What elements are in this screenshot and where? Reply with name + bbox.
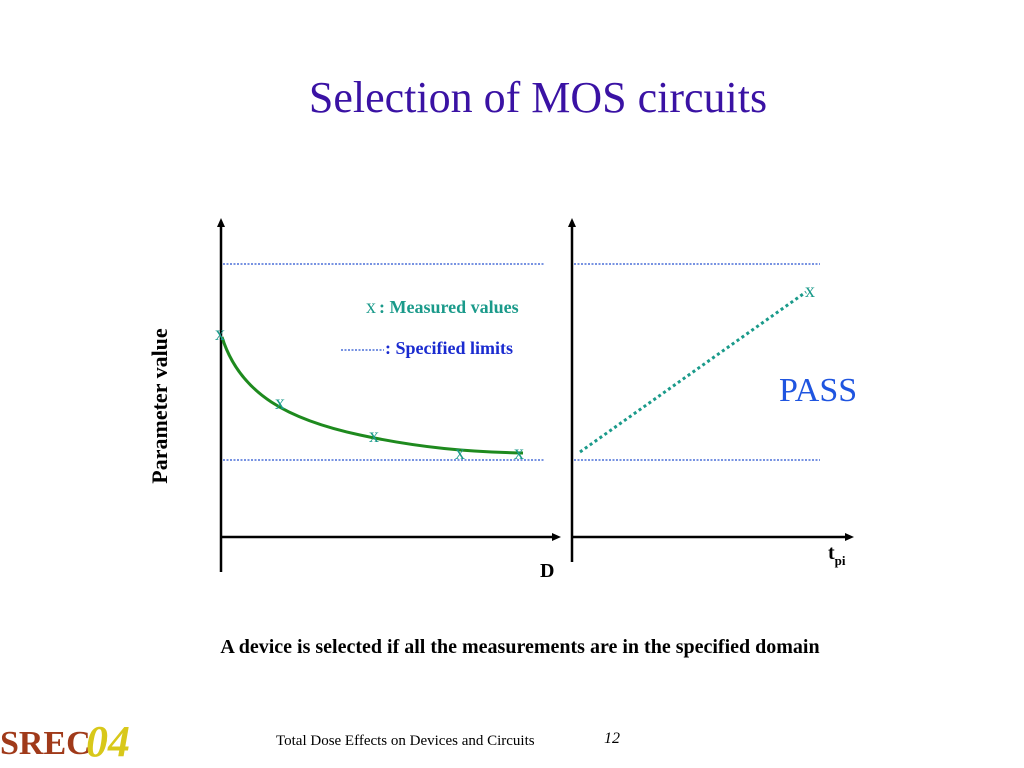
left-plot: x x x x x D	[215, 218, 561, 582]
right-x-axis-label-sub: pi	[835, 553, 846, 568]
srec-logo-text: SREC	[0, 725, 91, 762]
right-x-axis-label: tpi	[828, 542, 846, 568]
y-axis-label: Parameter value	[147, 328, 172, 484]
footer-text: Total Dose Effects on Devices and Circui…	[276, 733, 535, 749]
measured-marker: x	[455, 442, 465, 464]
pass-label: PASS	[779, 372, 857, 409]
slide-caption: A device is selected if all the measurem…	[220, 636, 820, 658]
page-number: 12	[604, 730, 620, 747]
legend-measured-marker: x	[366, 296, 376, 318]
left-x-axis-label: D	[540, 560, 554, 582]
legend-measured-label: : Measured values	[379, 297, 519, 317]
srec-logo-year: 04	[86, 717, 130, 766]
slide-title: Selection of MOS circuits	[308, 73, 768, 122]
legend: x : Measured values : Specified limits	[341, 296, 519, 358]
measured-marker: x	[805, 280, 815, 302]
right-plot: x PASS tpi	[568, 218, 857, 568]
measured-marker: x	[369, 425, 379, 447]
right-x-axis-label-main: t	[828, 542, 835, 564]
trend-line	[579, 290, 807, 454]
measured-marker: x	[215, 323, 225, 345]
measured-marker: x	[275, 392, 285, 414]
degradation-curve	[220, 336, 524, 455]
measured-marker: x	[514, 442, 524, 464]
legend-limits-label: : Specified limits	[385, 338, 513, 358]
srec-logo: SREC 04	[0, 717, 130, 766]
